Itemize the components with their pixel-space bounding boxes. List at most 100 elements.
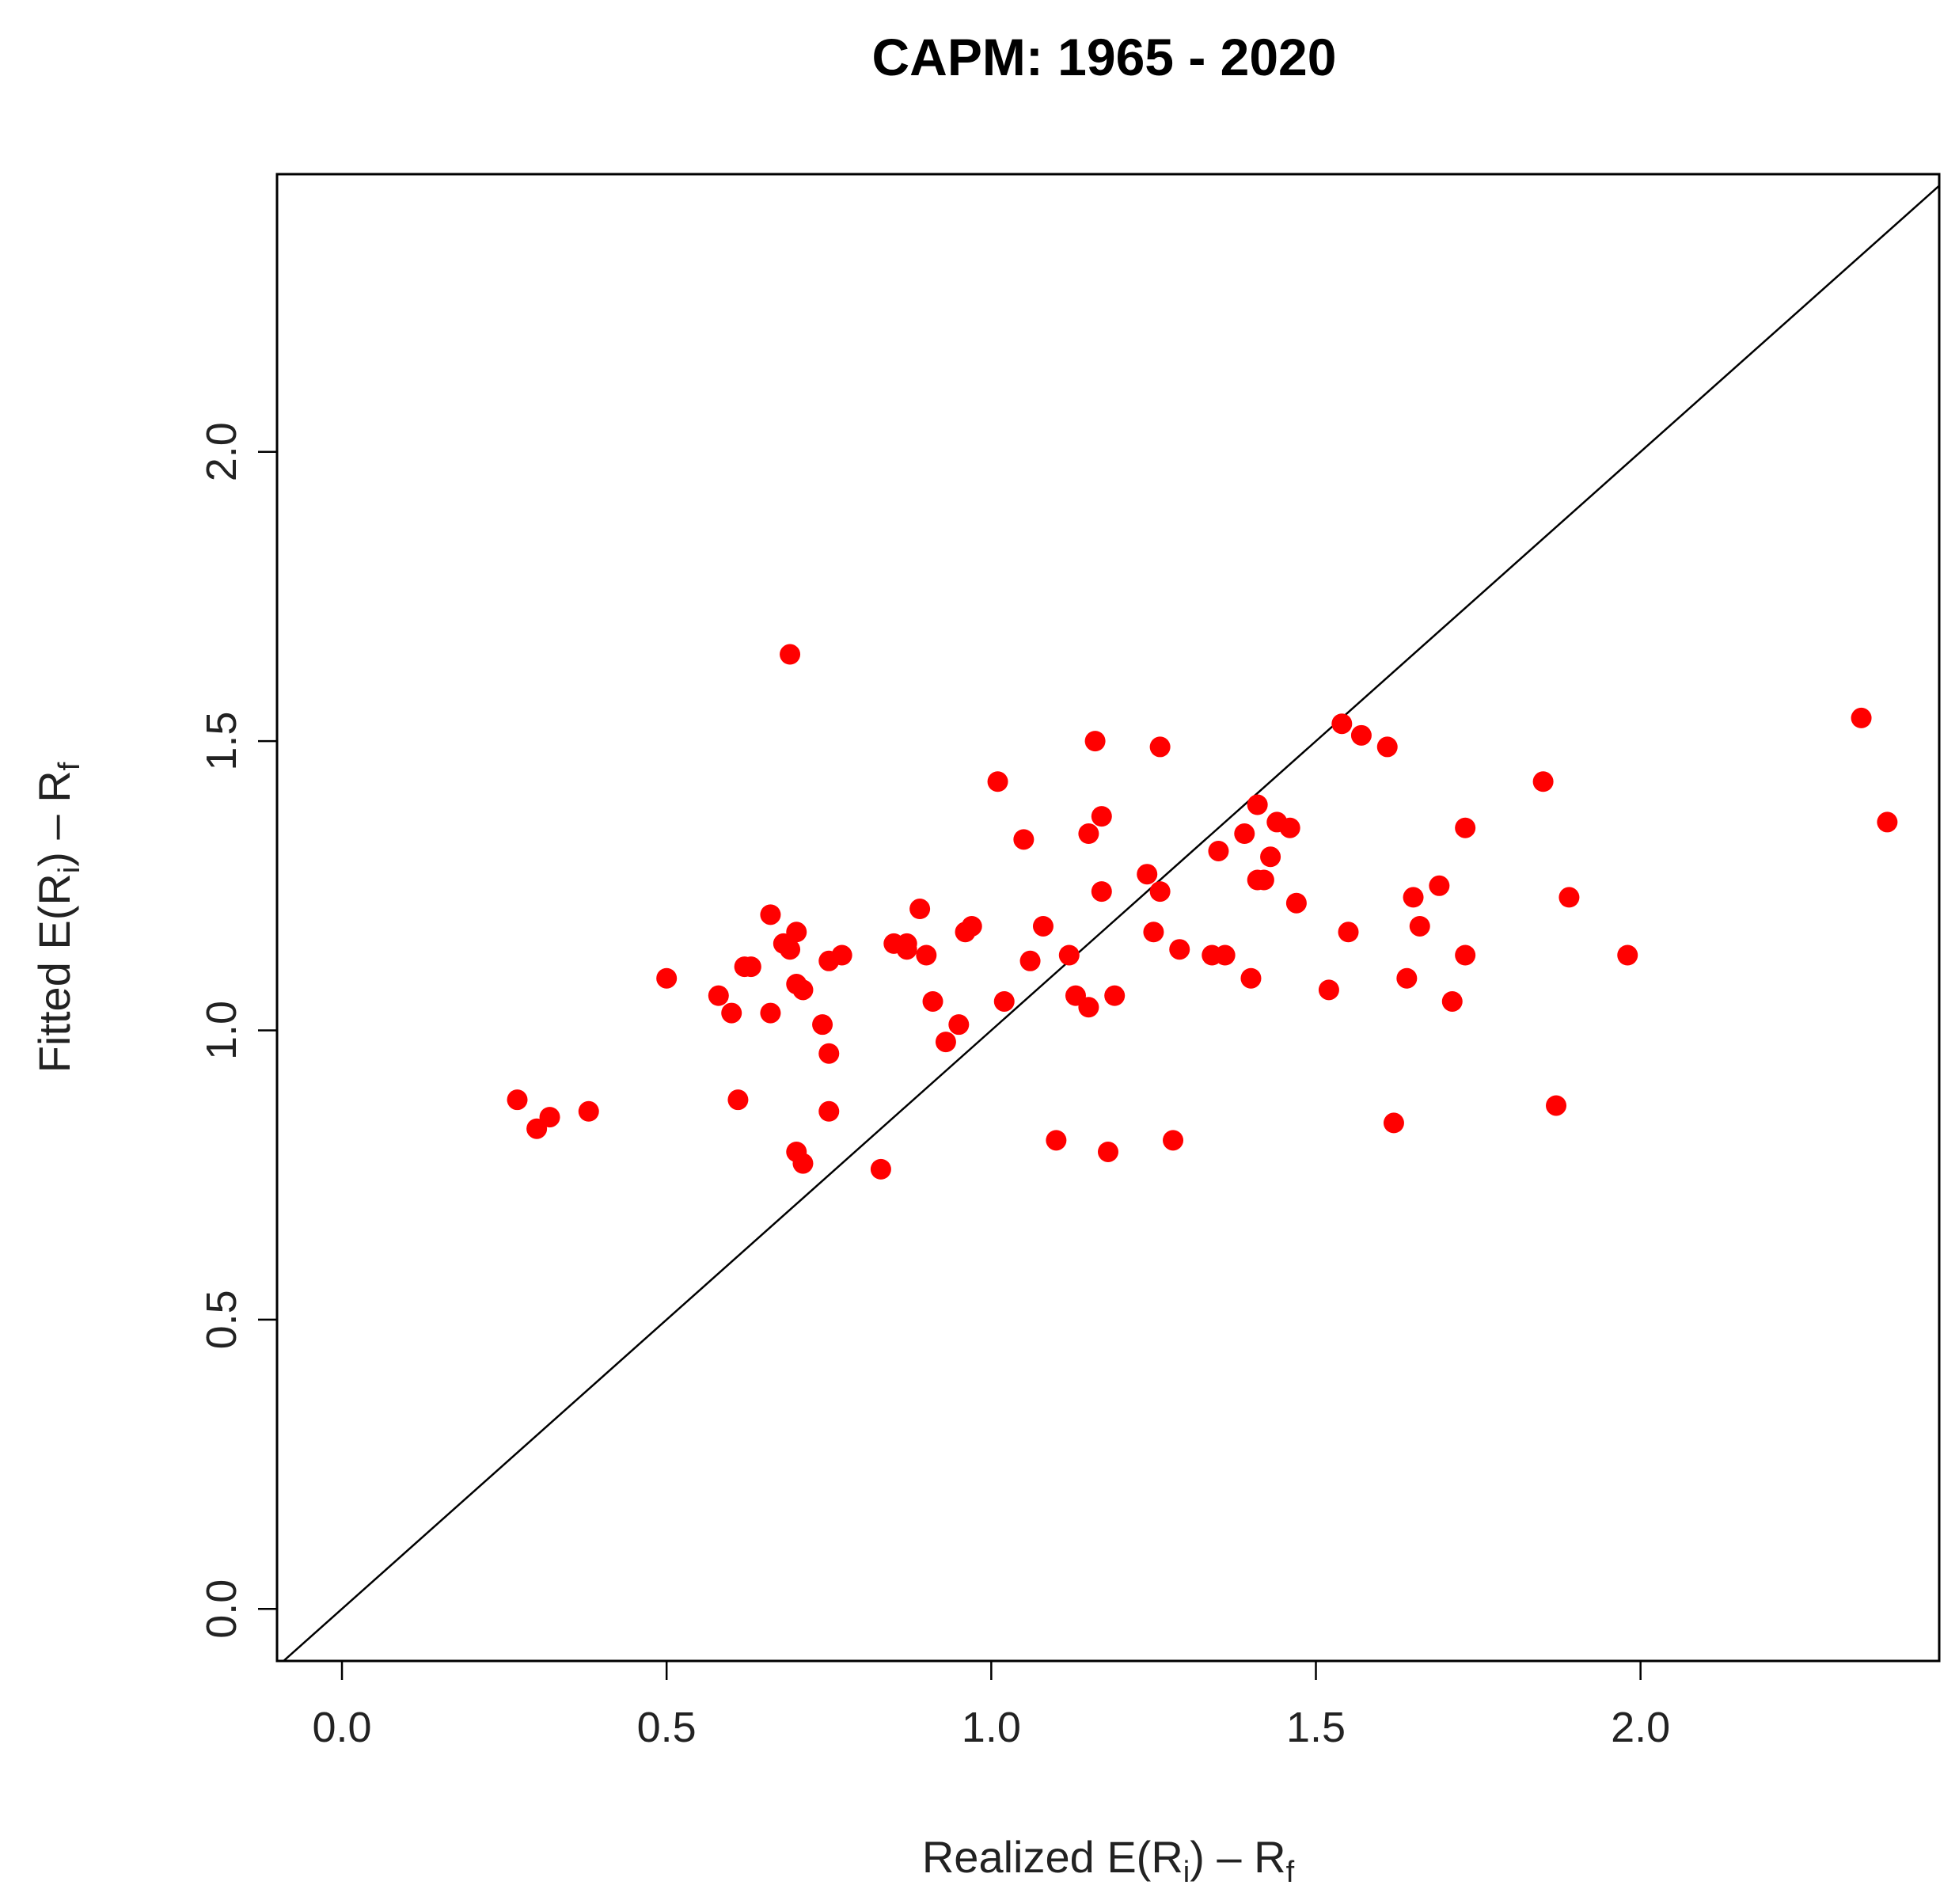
data-point xyxy=(727,1089,749,1111)
data-point xyxy=(1318,979,1339,1001)
y-axis-label: Fitted E(Ri) – Rf xyxy=(29,762,86,1073)
data-point xyxy=(1032,915,1054,937)
x-tick-label: 2.0 xyxy=(1611,1704,1670,1751)
y-tick-label: 0.5 xyxy=(198,1290,245,1349)
data-point xyxy=(1546,1095,1567,1116)
data-point xyxy=(1149,736,1171,758)
data-point xyxy=(1441,990,1463,1012)
data-point xyxy=(1376,736,1398,758)
data-point xyxy=(792,979,814,1001)
data-point xyxy=(948,1014,970,1036)
data-point xyxy=(1455,817,1476,838)
reference-line-y-equals-x xyxy=(283,184,1939,1661)
data-point xyxy=(1169,939,1190,960)
data-point xyxy=(721,1002,742,1024)
data-point xyxy=(1143,922,1164,943)
x-axis-label-sub-i: i xyxy=(1183,1856,1190,1889)
data-point xyxy=(1331,713,1353,735)
y-axis: 0.0 0.5 1.0 1.5 2.0 xyxy=(198,422,279,1639)
x-axis-label-main: Realized E(R xyxy=(922,1832,1183,1882)
data-point xyxy=(1260,846,1281,868)
reference-line-group xyxy=(283,184,1939,1661)
data-point xyxy=(1240,967,1262,989)
data-point xyxy=(1137,864,1158,885)
data-point xyxy=(792,1153,814,1174)
data-point xyxy=(1383,1112,1404,1134)
data-point xyxy=(1409,915,1430,937)
x-axis-label-sub-f: f xyxy=(1286,1856,1295,1889)
data-point xyxy=(916,944,937,966)
data-point xyxy=(1104,985,1126,1006)
data-point xyxy=(1279,817,1300,838)
data-point xyxy=(780,939,801,960)
x-axis-label: Realized E(Ri) – Rf xyxy=(922,1832,1295,1889)
data-point xyxy=(786,922,807,943)
data-point xyxy=(1058,944,1080,966)
data-point xyxy=(1078,997,1099,1018)
data-point xyxy=(935,1032,956,1053)
data-point xyxy=(1532,771,1554,792)
y-axis-label-main: Fitted E(R xyxy=(29,873,79,1073)
data-point xyxy=(507,1089,528,1111)
data-point xyxy=(1247,794,1268,815)
data-point xyxy=(922,990,943,1012)
data-point xyxy=(1558,887,1580,908)
plot-frame xyxy=(275,173,1941,1663)
data-point xyxy=(1019,950,1041,971)
y-tick-label: 1.5 xyxy=(198,712,245,771)
data-point xyxy=(1149,881,1171,903)
data-point xyxy=(539,1107,560,1128)
data-point xyxy=(1098,1141,1118,1162)
data-point xyxy=(812,1014,833,1036)
data-point xyxy=(1617,944,1638,966)
x-axis: 0.0 0.5 1.0 1.5 2.0 xyxy=(312,1659,1670,1751)
data-point xyxy=(578,1100,599,1122)
data-point xyxy=(896,939,917,960)
plot-area xyxy=(275,173,1941,1663)
data-point xyxy=(1013,829,1035,850)
data-point xyxy=(1084,731,1106,752)
data-point xyxy=(1046,1130,1067,1151)
data-point xyxy=(1455,944,1476,966)
data-point xyxy=(1091,881,1112,903)
data-point xyxy=(1163,1130,1184,1151)
data-point xyxy=(1350,724,1372,746)
data-point xyxy=(1078,823,1099,845)
data-point xyxy=(656,967,678,989)
data-point xyxy=(870,1158,891,1180)
y-tick-label: 2.0 xyxy=(198,422,245,481)
data-point xyxy=(1285,892,1307,914)
scatter-points xyxy=(507,644,1898,1180)
data-point xyxy=(961,915,982,937)
data-point xyxy=(818,1100,840,1122)
data-point xyxy=(760,904,781,925)
y-tick-label: 1.0 xyxy=(198,1001,245,1060)
data-point xyxy=(708,985,729,1006)
data-point xyxy=(993,990,1015,1012)
data-point xyxy=(1429,875,1450,896)
y-axis-label-sub-i: i xyxy=(53,867,86,873)
y-tick-label: 0.0 xyxy=(198,1579,245,1639)
data-point xyxy=(1234,823,1255,845)
data-point xyxy=(818,1043,840,1064)
data-point xyxy=(1403,887,1424,908)
y-axis-label-sub-f: f xyxy=(53,762,86,770)
data-point xyxy=(780,644,801,665)
y-axis-label-mid: ) – R xyxy=(29,770,79,866)
x-tick-label: 1.5 xyxy=(1286,1704,1346,1751)
x-axis-label-mid: ) – R xyxy=(1190,1832,1285,1882)
data-point xyxy=(1396,967,1418,989)
data-point xyxy=(1877,811,1898,833)
data-point xyxy=(909,899,931,920)
data-point xyxy=(1253,869,1274,891)
x-tick-label: 0.5 xyxy=(637,1704,697,1751)
x-tick-label: 0.0 xyxy=(312,1704,371,1751)
data-point xyxy=(1338,922,1359,943)
data-point xyxy=(1208,840,1229,861)
data-point xyxy=(831,944,852,966)
chart-title: CAPM: 1965 - 2020 xyxy=(872,28,1337,86)
data-point xyxy=(740,956,761,978)
data-point xyxy=(1214,944,1236,966)
x-tick-label: 1.0 xyxy=(962,1704,1021,1751)
